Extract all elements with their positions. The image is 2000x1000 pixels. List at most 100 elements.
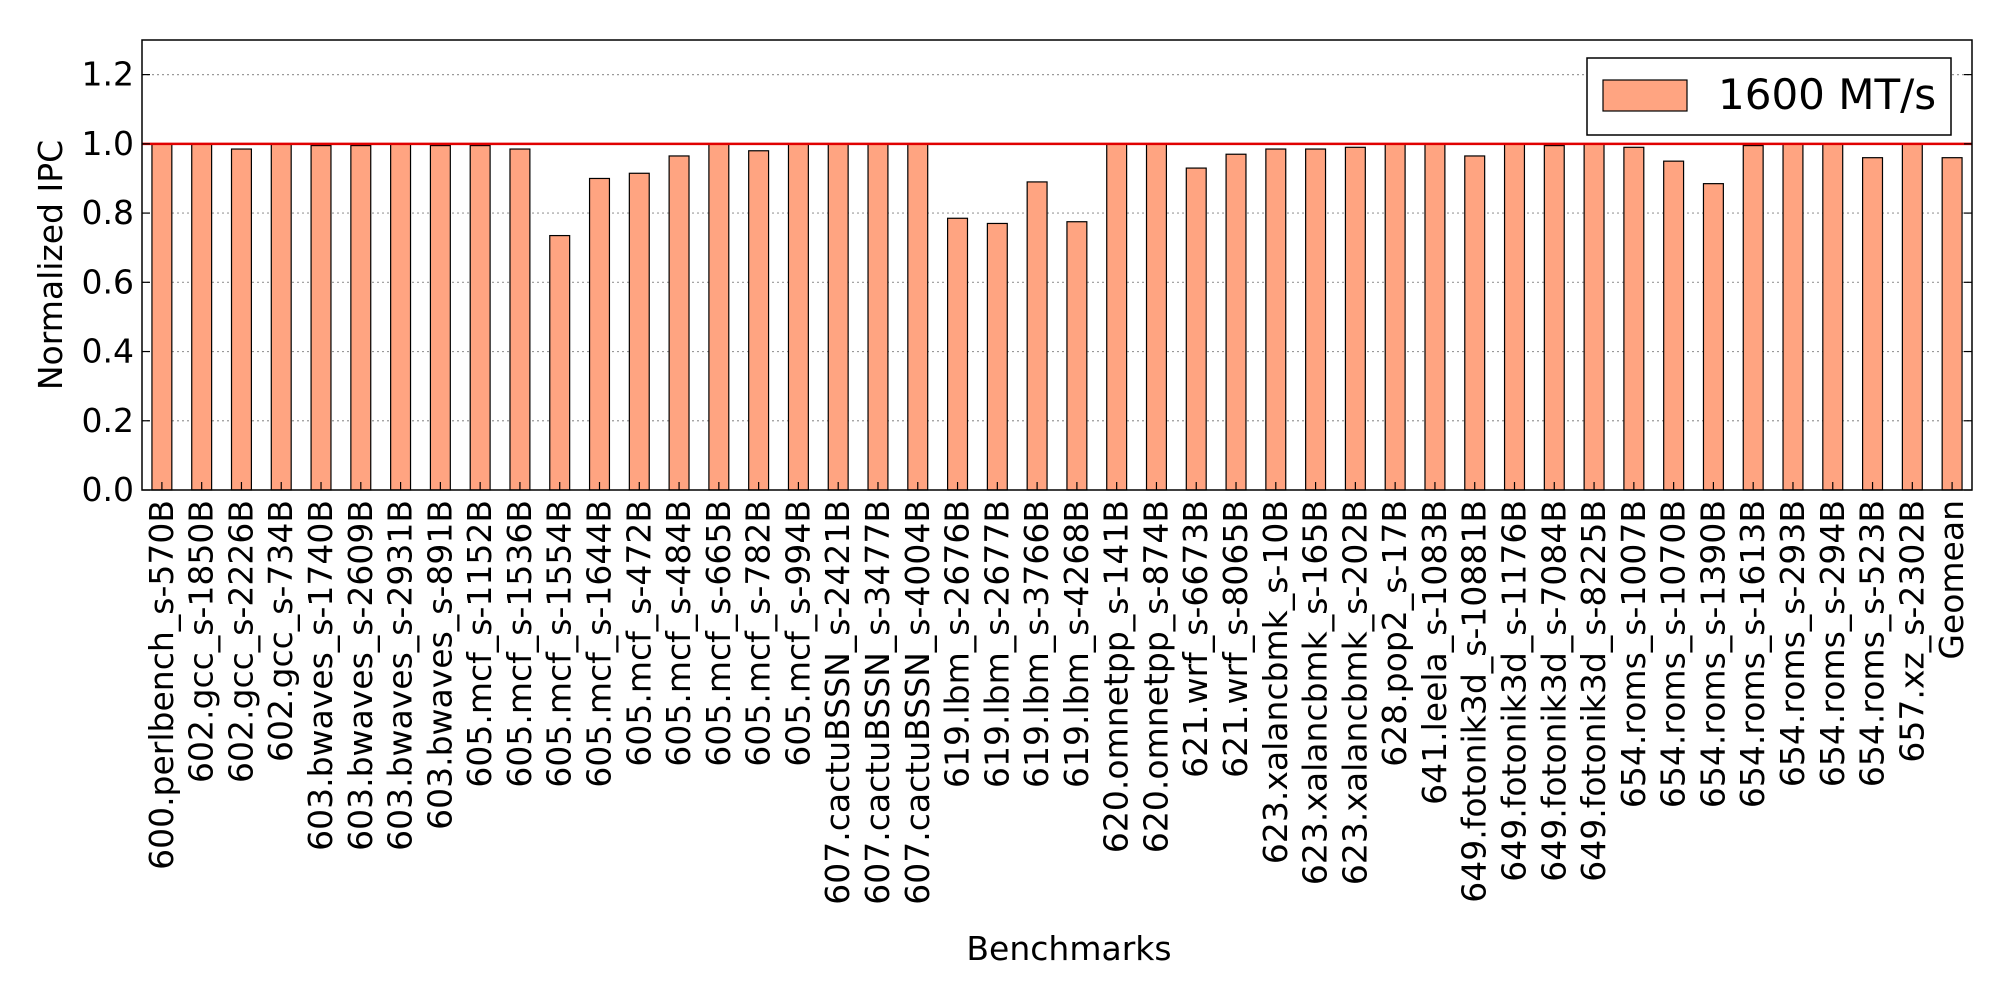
x-axis-title: Benchmarks bbox=[966, 929, 1171, 968]
x-tick-label: 649.fotonik3d_s-1176B bbox=[1495, 500, 1534, 882]
bar-10 bbox=[549, 234, 571, 491]
bar-44 bbox=[1901, 143, 1923, 491]
x-tick-label: 607.cactuBSSN_s-4004B bbox=[898, 500, 937, 905]
legend-label: 1600 MT/s bbox=[1718, 70, 1936, 119]
x-tick-label: 657.xz_s-2302B bbox=[1892, 500, 1931, 763]
bar-0 bbox=[151, 143, 173, 491]
bar-30 bbox=[1344, 146, 1366, 491]
x-tick-label: 605.mcf_s-1536B bbox=[500, 500, 539, 788]
bar-8 bbox=[469, 144, 491, 491]
x-tick-label: 654.roms_s-1070B bbox=[1654, 500, 1693, 808]
x-tick-label: 603.bwaves_s-1740B bbox=[301, 500, 340, 851]
bar-39 bbox=[1702, 183, 1724, 491]
x-tick-label: 619.lbm_s-2676B bbox=[938, 500, 977, 788]
x-tick-label: 605.mcf_s-665B bbox=[699, 500, 738, 767]
bar-32 bbox=[1424, 143, 1446, 491]
bar-6 bbox=[390, 143, 412, 491]
bar-13 bbox=[668, 155, 690, 491]
x-tick-label: 605.mcf_s-994B bbox=[778, 500, 817, 767]
legend-swatch bbox=[1602, 79, 1688, 112]
x-tick-label: 623.xalancbmk_s-165B bbox=[1296, 500, 1335, 885]
bar-27 bbox=[1225, 153, 1247, 491]
x-tick-label: 619.lbm_s-4268B bbox=[1057, 500, 1096, 788]
x-tick-label: 619.lbm_s-3766B bbox=[1017, 500, 1056, 788]
x-tick-label: 602.gcc_s-734B bbox=[261, 500, 300, 762]
x-tick-label: 621.wrf_s-8065B bbox=[1216, 500, 1255, 778]
bar-4 bbox=[310, 144, 332, 491]
x-tick-label: 620.omnetpp_s-141B bbox=[1097, 500, 1136, 853]
bar-19 bbox=[907, 143, 929, 491]
bar-7 bbox=[429, 144, 451, 491]
bar-12 bbox=[628, 172, 650, 491]
plot-frame bbox=[141, 39, 1973, 491]
bar-5 bbox=[350, 144, 372, 491]
x-tick-label: 654.roms_s-293B bbox=[1773, 500, 1812, 787]
y-axis: 0.0 0.2 0.4 0.6 0.8 1.0 1.2 bbox=[82, 55, 1972, 509]
x-tick-label: 649.fotonik3d_s-7084B bbox=[1534, 500, 1573, 882]
y-tick-label: 1.0 bbox=[82, 124, 134, 163]
x-tick-label: 602.gcc_s-2226B bbox=[221, 500, 260, 783]
x-tick-label: 607.cactuBSSN_s-3477B bbox=[858, 500, 897, 905]
x-tick-label: 603.bwaves_s-891B bbox=[420, 500, 459, 830]
x-tick-label: 603.bwaves_s-2609B bbox=[341, 500, 380, 851]
bar-16 bbox=[787, 143, 809, 491]
bar-45 bbox=[1941, 157, 1963, 491]
bar-15 bbox=[748, 150, 770, 491]
x-tick-label: 654.roms_s-294B bbox=[1813, 500, 1852, 787]
y-axis-title: Normalized IPC bbox=[31, 140, 70, 390]
bar-37 bbox=[1623, 146, 1645, 491]
y-tick-label: 1.2 bbox=[82, 55, 134, 94]
x-tick-label: 605.mcf_s-484B bbox=[659, 500, 698, 767]
x-tick-label: 605.mcf_s-782B bbox=[739, 500, 778, 767]
bar-41 bbox=[1782, 143, 1804, 491]
x-tick-label: 623.xalancbmk_s-10B bbox=[1256, 500, 1295, 864]
bar-26 bbox=[1185, 167, 1207, 491]
x-tick-label: 607.cactuBSSN_s-2421B bbox=[818, 500, 857, 905]
bar-2 bbox=[230, 148, 253, 491]
bar-20 bbox=[946, 217, 969, 491]
x-tick-label: 621.wrf_s-6673B bbox=[1176, 500, 1215, 778]
bar-28 bbox=[1265, 148, 1287, 491]
bar-31 bbox=[1384, 143, 1406, 491]
bar-33 bbox=[1464, 155, 1486, 491]
bar-21 bbox=[986, 222, 1008, 491]
bar-22 bbox=[1026, 181, 1048, 491]
x-tick-label: 654.roms_s-1613B bbox=[1733, 500, 1772, 808]
y-tick-label: 0.2 bbox=[82, 401, 134, 440]
x-tick-label: 628.pop2_s-17B bbox=[1375, 500, 1414, 767]
x-tick-label: 605.mcf_s-1554B bbox=[540, 500, 579, 788]
x-axis: 600.perlbench_s-570B 602.gcc_s-1850B 602.g… bbox=[142, 482, 1971, 905]
x-tick-label: 603.bwaves_s-2931B bbox=[381, 500, 420, 851]
y-tick-label: 0.4 bbox=[82, 332, 134, 371]
x-tick-label: 654.roms_s-1007B bbox=[1614, 500, 1653, 808]
bar-43 bbox=[1861, 157, 1884, 491]
x-tick-label: 605.mcf_s-472B bbox=[619, 500, 658, 767]
x-tick-label: 623.xalancbmk_s-202B bbox=[1335, 500, 1374, 885]
y-tick-label: 0.0 bbox=[82, 470, 134, 509]
legend: 1600 MT/s bbox=[1586, 57, 1952, 136]
bar-35 bbox=[1543, 144, 1565, 491]
bar-25 bbox=[1145, 143, 1168, 491]
x-tick-label: 600.perlbench_s-570B bbox=[142, 500, 181, 870]
x-tick-label: 605.mcf_s-1644B bbox=[580, 500, 619, 788]
bar-24 bbox=[1106, 143, 1128, 491]
x-tick-label: Geomean bbox=[1932, 500, 1971, 660]
bar-3 bbox=[270, 143, 292, 491]
x-tick-label: 649.fotonik3d_s-10881B bbox=[1455, 500, 1494, 903]
y-tick-label: 0.6 bbox=[82, 262, 134, 301]
x-tick-label: 602.gcc_s-1850B bbox=[182, 500, 221, 783]
x-tick-label: 641.leela_s-1083B bbox=[1415, 500, 1454, 805]
bar-23 bbox=[1066, 221, 1088, 491]
x-tick-label: 605.mcf_s-1152B bbox=[460, 500, 499, 788]
x-tick-label: 649.fotonik3d_s-8225B bbox=[1574, 500, 1613, 882]
bar-40 bbox=[1742, 144, 1764, 491]
bar-38 bbox=[1663, 160, 1685, 491]
y-tick-label: 0.8 bbox=[82, 193, 134, 232]
bar-14 bbox=[708, 143, 730, 491]
bar-17 bbox=[827, 143, 849, 491]
x-tick-label: 654.roms_s-1390B bbox=[1693, 500, 1732, 808]
bar-36 bbox=[1583, 143, 1605, 491]
bar-11 bbox=[588, 177, 611, 491]
bar-1 bbox=[191, 143, 213, 491]
